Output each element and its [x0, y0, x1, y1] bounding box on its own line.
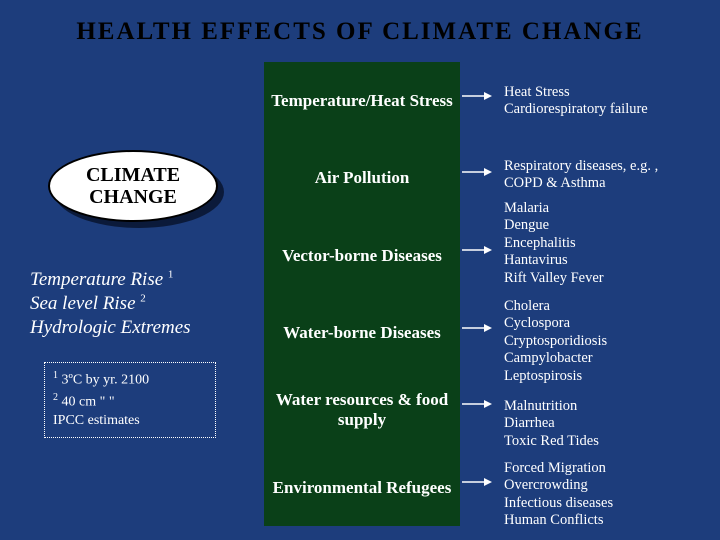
effect-item: Diarrhea [504, 415, 599, 432]
factor-sealevel: Sea level Rise 2 [30, 292, 191, 316]
effect-item: Encephalitis [504, 235, 604, 252]
footnote-1: 1 3ºC by yr. 2100 [53, 369, 207, 391]
effect-item: Cyclospora [504, 315, 607, 332]
arrow-icon [462, 398, 492, 410]
effect-item: Infectious diseases [504, 495, 613, 512]
effects-list: Respiratory diseases, e.g. ,COPD & Asthm… [504, 158, 658, 193]
footnote-box: 1 3ºC by yr. 2100 2 40 cm " " IPCC estim… [44, 362, 216, 438]
page-title: HEALTH EFFECTS OF CLIMATE CHANGE [0, 18, 720, 46]
effect-item: Cardiorespiratory failure [504, 101, 648, 118]
effect-item: Human Conflicts [504, 512, 613, 529]
effect-item: Cryptosporidiosis [504, 333, 607, 350]
effect-item: Malnutrition [504, 398, 599, 415]
effects-list: MalnutritionDiarrheaToxic Red Tides [504, 398, 599, 450]
pathway-temperature-heat: Temperature/Heat Stress [264, 62, 460, 139]
pathway-vector-borne: Vector-borne Diseases [264, 217, 460, 294]
effect-item: Cholera [504, 298, 607, 315]
pathway-water-food: Water resources & food supply [264, 371, 460, 448]
effect-item: Forced Migration [504, 460, 613, 477]
effect-item: COPD & Asthma [504, 175, 658, 192]
effect-item: Rift Valley Fever [504, 270, 604, 287]
arrow-icon [462, 166, 492, 178]
ellipse-line2: CHANGE [89, 186, 177, 208]
arrow-icon [462, 90, 492, 102]
climate-change-ellipse: CLIMATE CHANGE [48, 150, 218, 222]
factor-hydrologic: Hydrologic Extremes [30, 316, 191, 340]
effects-list: CholeraCyclosporaCryptosporidiosisCampyl… [504, 298, 607, 385]
pathway-water-borne: Water-borne Diseases [264, 294, 460, 371]
effect-item: Dengue [504, 217, 604, 234]
effects-list: MalariaDengueEncephalitisHantavirusRift … [504, 200, 604, 287]
arrow-icon [462, 244, 492, 256]
effect-item: Heat Stress [504, 84, 648, 101]
climate-factors: Temperature Rise 1 Sea level Rise 2 Hydr… [30, 268, 191, 339]
ellipse-line1: CLIMATE [86, 164, 180, 186]
effect-item: Hantavirus [504, 252, 604, 269]
pathway-panel: Temperature/Heat Stress Air Pollution Ve… [264, 62, 460, 526]
effect-item: Leptospirosis [504, 368, 607, 385]
effect-item: Toxic Red Tides [504, 433, 599, 450]
effect-item: Respiratory diseases, e.g. , [504, 158, 658, 175]
pathway-air-pollution: Air Pollution [264, 139, 460, 216]
pathway-refugees: Environmental Refugees [264, 449, 460, 526]
footnote-3: IPCC estimates [53, 412, 207, 431]
footnote-2: 2 40 cm " " [53, 391, 207, 413]
effect-item: Malaria [504, 200, 604, 217]
arrow-icon [462, 322, 492, 334]
ellipse-body: CLIMATE CHANGE [48, 150, 218, 222]
effects-list: Forced MigrationOvercrowdingInfectious d… [504, 460, 613, 530]
arrow-icon [462, 476, 492, 488]
factor-temperature: Temperature Rise 1 [30, 268, 191, 292]
effects-list: Heat StressCardiorespiratory failure [504, 84, 648, 119]
effect-item: Campylobacter [504, 350, 607, 367]
effect-item: Overcrowding [504, 477, 613, 494]
